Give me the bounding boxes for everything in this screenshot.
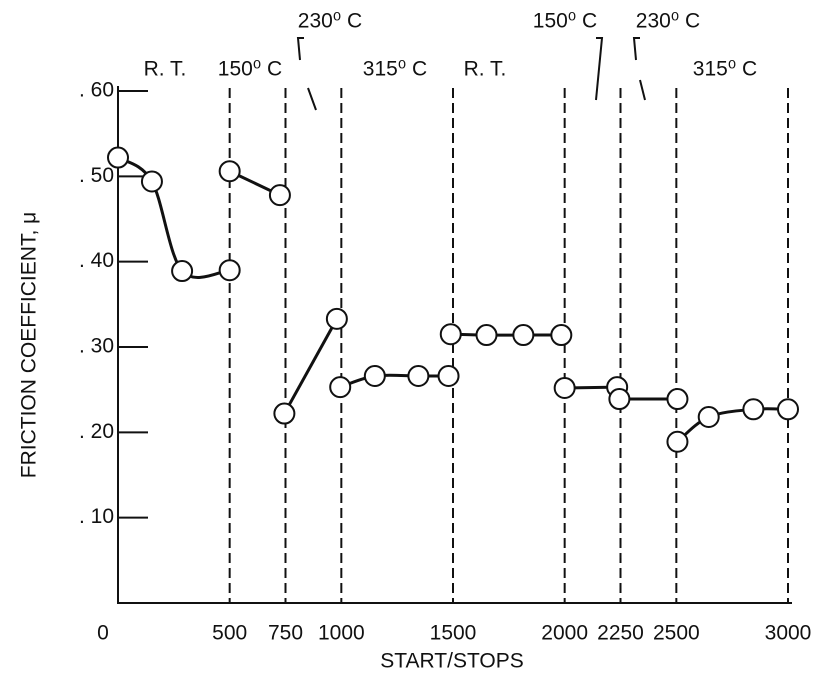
point — [437, 365, 460, 388]
point — [512, 324, 535, 347]
leader — [639, 79, 646, 101]
x-tick-label: 500 — [212, 622, 247, 645]
region-label: 230⁰ C — [298, 10, 362, 33]
point — [475, 324, 498, 347]
point — [107, 146, 129, 169]
point — [608, 388, 631, 411]
y-tick-label: . 20 — [79, 420, 114, 443]
region-label: R. T. — [464, 58, 507, 81]
x-tick-label: 750 — [268, 622, 303, 645]
point — [553, 376, 576, 399]
point — [550, 324, 573, 347]
y-tick-label: . 10 — [79, 505, 114, 528]
point — [777, 398, 799, 421]
x-tick-label: 2500 — [653, 622, 700, 645]
line — [339, 373, 449, 389]
y-axis-label: FRICTION COEFFICIENT, μ — [18, 212, 41, 478]
point — [171, 260, 194, 283]
x-tick-label: 1500 — [430, 622, 477, 645]
region-label: R. T. — [144, 58, 187, 81]
y-tick-label: . 50 — [79, 164, 114, 187]
leader — [307, 87, 317, 111]
region-label: 150⁰ C — [218, 58, 282, 81]
region-label: 150⁰ C — [533, 10, 597, 33]
x-tick-label: 1000 — [318, 622, 365, 645]
region-label: 315⁰ C — [363, 58, 427, 81]
region-label: 315⁰ C — [693, 58, 757, 81]
y-tick-label: . 60 — [79, 79, 114, 102]
point — [439, 323, 462, 346]
x-tick-label: 2250 — [597, 622, 644, 645]
line — [117, 156, 230, 279]
region-label: 230⁰ C — [636, 10, 700, 33]
point — [218, 160, 241, 183]
bracket — [632, 37, 640, 61]
x-tick-label: 0 — [97, 622, 109, 645]
point — [140, 170, 163, 193]
point — [363, 365, 386, 388]
point — [666, 388, 689, 411]
y-tick-label: . 30 — [79, 335, 114, 358]
x-tick-label: 2000 — [541, 622, 588, 645]
point — [329, 376, 352, 399]
line — [676, 407, 789, 443]
point — [742, 398, 765, 421]
line — [450, 332, 562, 337]
bracket — [296, 37, 304, 61]
point — [407, 365, 430, 388]
point — [325, 307, 348, 330]
point — [697, 405, 720, 428]
point — [666, 430, 689, 453]
point — [218, 259, 241, 282]
line — [283, 318, 339, 415]
point — [268, 184, 291, 207]
point — [273, 402, 296, 425]
x-tick-label: 3000 — [765, 622, 812, 645]
x-axis-label: START/STOPS — [380, 650, 524, 673]
bracket — [595, 37, 604, 101]
y-tick-label: . 40 — [79, 249, 114, 272]
